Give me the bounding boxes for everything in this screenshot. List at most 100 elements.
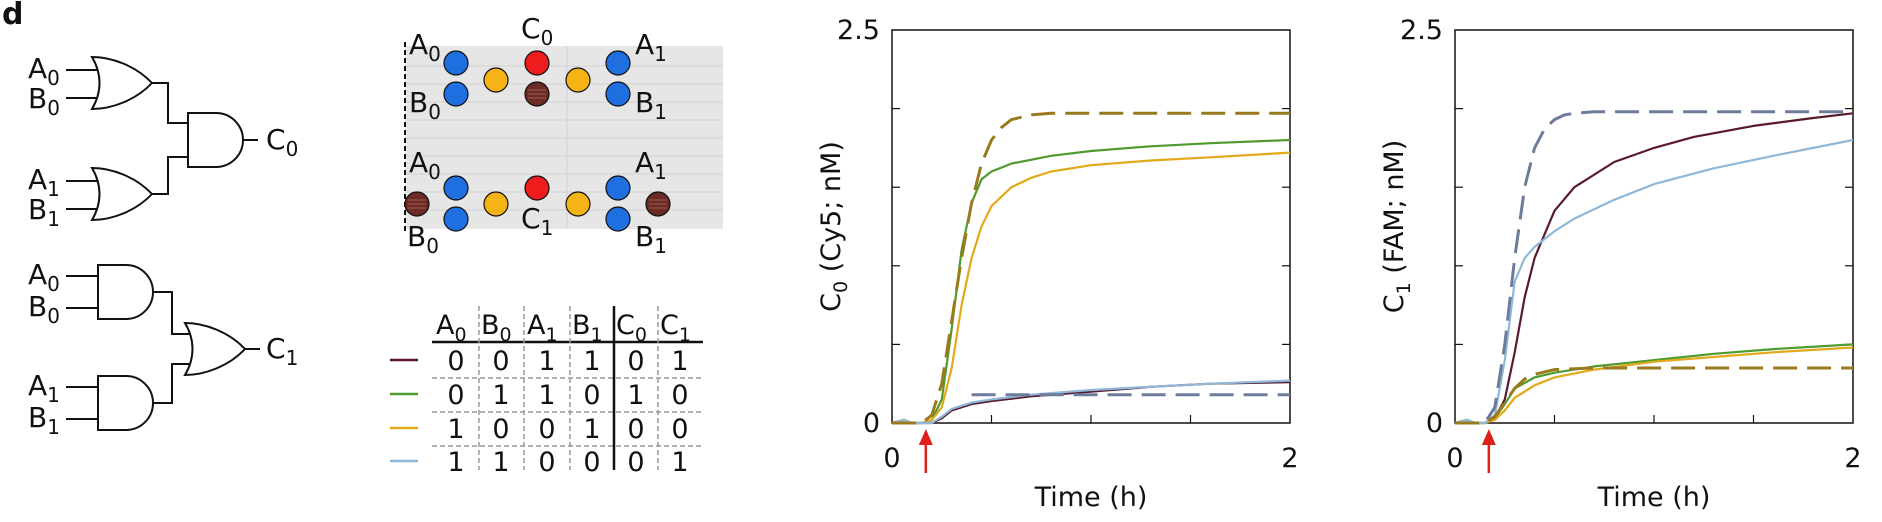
output-c0: C0	[266, 123, 298, 161]
or-gate-1	[90, 55, 154, 111]
dot-b0-top	[443, 81, 469, 107]
tt-cell: 1	[671, 447, 688, 478]
tt-cell: 0	[583, 380, 600, 411]
series-line-2	[1454, 346, 1854, 425]
y-axis-label: C0 (Cy5; nM)	[816, 141, 852, 312]
dot-a1-bot	[605, 175, 631, 201]
dot-a1-top	[605, 50, 631, 76]
chart-c0-cy5: 0 2.5 0 2 Time (h) C0 (Cy5; nM)	[816, 15, 1299, 513]
tt-cell: 1	[671, 346, 688, 377]
injection-arrow-head	[1481, 429, 1496, 445]
tt-cell: 0	[627, 414, 644, 445]
y-tick-label: 0	[863, 408, 880, 439]
layout-top-a1: A1	[635, 28, 667, 66]
series-line-3	[1454, 138, 1854, 425]
gate3-input-b: B0	[28, 290, 60, 328]
gate4-input-a: A1	[28, 369, 60, 407]
series-line-4	[892, 111, 1290, 425]
truth-table: A0 B0 A1 B1 C0 C1 0 0 1 1 0 10 1 1 0 1 01 0 0 1 0 01 1 0 0 0 1	[390, 306, 703, 478]
x-tick-label: 0	[883, 443, 900, 474]
tt-cell: 1	[583, 414, 600, 445]
tt-header-0: A0	[436, 310, 467, 346]
tt-cell: 0	[492, 346, 509, 377]
gate1-input-a: A0	[28, 52, 60, 90]
circuit-layout: A0 B0 C0 A1 B1 A0 B0 C1 A1 B1	[404, 12, 723, 258]
dot-or-top-left	[483, 67, 509, 93]
tt-cell: 1	[492, 447, 509, 478]
plot-frame	[1454, 29, 1854, 424]
or-gate-c1	[183, 321, 247, 377]
tt-cell: 1	[492, 380, 509, 411]
dot-b1-bot	[605, 206, 631, 232]
tt-cell: 0	[627, 346, 644, 377]
output-c1: C1	[266, 332, 298, 370]
tt-header-2: A1	[527, 310, 558, 346]
tt-cell: 1	[447, 447, 464, 478]
dot-b0-bot	[443, 206, 469, 232]
tt-cell: 0	[627, 447, 644, 478]
gate1-input-b: B0	[28, 82, 60, 120]
x-axis-label: Time (h)	[1034, 482, 1148, 513]
layout-bot-a0: A0	[409, 146, 441, 184]
tt-cell: 1	[538, 346, 555, 377]
series-line-1	[891, 138, 1291, 425]
layout-bot-a1: A1	[635, 146, 667, 184]
tt-cell: 0	[538, 414, 555, 445]
truth-table-grid	[432, 306, 703, 470]
chart-c1-fam: 0 2.5 0 2 Time (h) C1 (FAM; nM)	[1379, 15, 1862, 513]
panel-letter: d	[2, 0, 23, 32]
or-gate-2	[90, 166, 154, 222]
tt-cell: 0	[447, 380, 464, 411]
x-tick-label: 2	[1844, 443, 1861, 474]
dot-or-top-right	[565, 67, 591, 93]
series-line-3	[891, 379, 1291, 425]
tt-cell: 0	[447, 346, 464, 377]
tt-cell: 0	[583, 447, 600, 478]
series-line-4	[1455, 110, 1853, 425]
layout-bot-b0: B0	[407, 220, 439, 258]
injection-arrow-head	[918, 429, 933, 445]
y-axis-label: C1 (FAM; nM)	[1379, 140, 1415, 314]
tt-header-3: B1	[572, 310, 603, 346]
dot-c0-top	[524, 50, 550, 76]
gate3-input-a: A0	[28, 258, 60, 296]
layout-top-b0: B0	[409, 86, 441, 124]
tt-cell: 1	[627, 380, 644, 411]
dot-b1-top	[605, 81, 631, 107]
gate2-input-a: A1	[28, 163, 60, 201]
tt-cell: 0	[671, 414, 688, 445]
tt-cell: 1	[447, 414, 464, 445]
tt-header-5: C1	[660, 310, 691, 346]
dot-a0-bot	[443, 175, 469, 201]
series-line-5	[1455, 366, 1853, 425]
tt-cell: 1	[583, 346, 600, 377]
dot-c1-bot	[524, 175, 550, 201]
tt-cell: 0	[671, 380, 688, 411]
and-gate-3	[97, 264, 154, 320]
tt-cell: 1	[538, 380, 555, 411]
logic-circuit	[66, 55, 260, 431]
y-tick-label: 0	[1426, 408, 1443, 439]
layout-top-c0: C0	[521, 12, 553, 50]
gate4-input-b: B1	[28, 401, 60, 439]
layout-bot-b1: B1	[635, 220, 667, 258]
and-gate-c0	[187, 112, 244, 168]
layout-top-b1: B1	[635, 86, 667, 124]
y-tick-label: 2.5	[1400, 15, 1443, 46]
layout-bot-c1: C1	[521, 202, 553, 240]
dot-or-bot-left	[483, 191, 509, 217]
layout-top-a0: A0	[409, 28, 441, 66]
x-axis-label: Time (h)	[1597, 482, 1711, 513]
y-tick-label: 2.5	[837, 15, 880, 46]
tt-cell: 0	[538, 447, 555, 478]
logic-labels: A0 B0 A1 B1 C0 A0 B0 A1 B1 C1	[28, 52, 298, 439]
tt-header-1: B0	[481, 310, 512, 346]
and-gate-4	[97, 375, 154, 431]
x-tick-label: 2	[1281, 443, 1298, 474]
dot-a0-top	[443, 50, 469, 76]
dot-or-bot-right	[565, 191, 591, 217]
tt-cell: 0	[492, 414, 509, 445]
x-tick-label: 0	[1446, 443, 1463, 474]
tt-header-4: C0	[616, 310, 647, 346]
